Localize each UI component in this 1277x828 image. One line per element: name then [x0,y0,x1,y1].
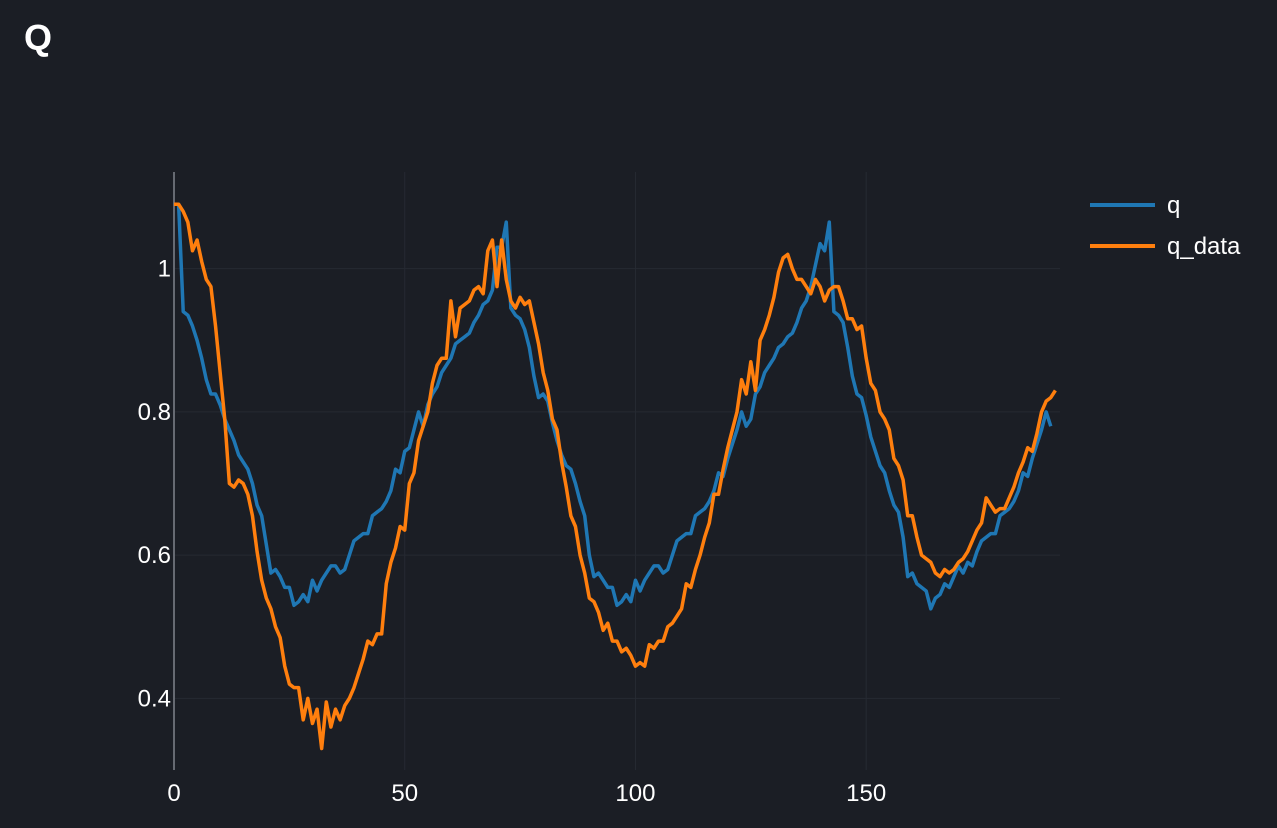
legend-label-q-data: q_data [1167,233,1241,260]
y-tick-label: 0.4 [138,685,171,712]
x-tick-label: 100 [615,780,655,807]
y-tick-label: 0.6 [138,542,171,569]
y-tick-label: 1 [158,256,171,283]
y-tick-label: 0.8 [138,399,171,426]
series-line-q [174,202,1053,611]
chart-title: Q [24,17,53,58]
x-tick-label: 0 [167,780,180,807]
series-layer [174,202,1057,751]
x-tick-label: 150 [846,780,886,807]
y-axis-ticks: 0.4 0.6 0.8 1 [138,256,171,713]
legend-label-q: q [1167,192,1180,219]
x-axis-ticks: 0 50 100 150 [167,780,886,807]
x-tick-label: 50 [391,780,418,807]
grid-lines [174,172,1060,770]
legend: q q_data [1090,192,1241,260]
series-line-q-data [174,202,1057,751]
